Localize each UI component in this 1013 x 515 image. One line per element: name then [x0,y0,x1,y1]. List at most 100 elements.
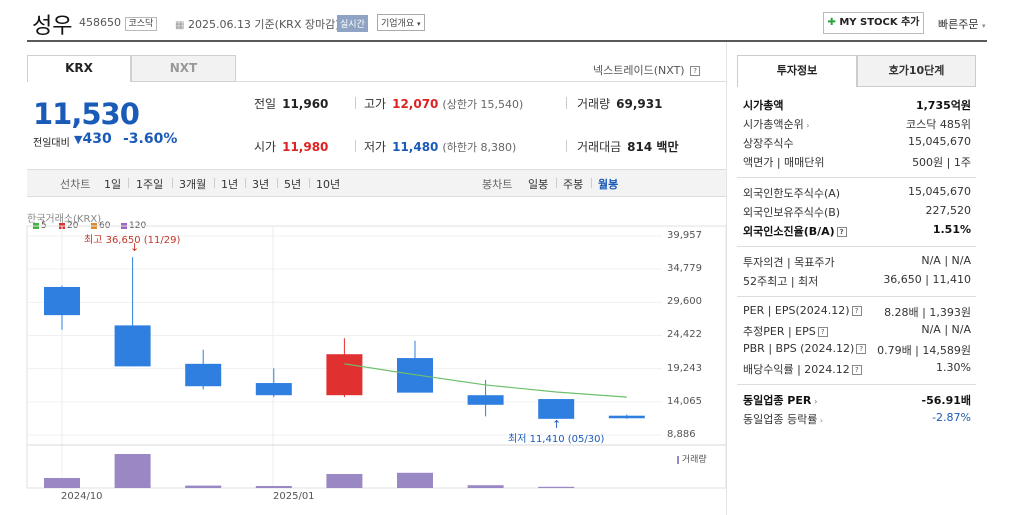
date-label: ▦ 2025.06.13 기준(KRX 장마감) [175,16,340,32]
chevron-down-icon: ▾ [981,22,986,30]
stat-value: 11,980 [282,140,329,154]
panel-divider [737,177,976,178]
info-row: 상장주식수 15,045,670 [743,135,971,153]
stat-low: 저가 11,480 (하한가 8,380) [364,138,516,155]
stat-value: 814 백만 [627,140,679,154]
divider [566,97,567,109]
panel-divider [737,296,976,297]
chart-ma-line [344,363,627,398]
x-label: 2024/10 [61,491,103,502]
info-value: 1.51% [932,223,971,236]
candle-monthly[interactable]: 월봉 [598,178,619,191]
period-5y[interactable]: 5년 [284,178,302,191]
chart-candles [44,257,645,419]
candle-body [44,286,80,316]
y-tick: 24,422 [667,329,702,340]
divider [277,178,278,188]
info-label: 시가총액 [743,99,784,112]
tab-underline [236,81,726,82]
live-badge[interactable]: 실시간 [337,15,368,32]
divider [214,178,215,188]
corp-info-label: 기업개요 [381,19,415,29]
stat-label: 전일 [254,97,277,111]
candle-body [114,325,151,367]
info-row[interactable]: 동일업종 등락률 › -2.87% [743,411,971,429]
chevron-right-icon: › [811,397,818,406]
info-value: -2.87% [932,411,971,424]
candle-weekly[interactable]: 주봉 [563,178,584,191]
panel-divider [737,384,976,385]
stat-high: 고가 12,070 (상한가 15,540) [364,95,523,112]
panel-divider [737,246,976,247]
help-icon[interactable]: ? [817,327,828,337]
period-3y[interactable]: 3년 [252,178,270,191]
nextrade-link[interactable]: 넥스트레이드(NXT) ? [593,62,701,78]
tab-nxt[interactable]: NXT [131,55,236,82]
period-1d[interactable]: 1일 [104,178,122,191]
divider [172,178,173,188]
max-annotation: 최고 36,650 (11/29) [84,235,181,246]
quick-order-label: 빠른주문 [938,18,979,31]
price-chart[interactable] [0,0,740,515]
volume-bar [538,486,575,488]
candle-chart-label[interactable]: 봉차트 [482,178,513,191]
divider [309,178,310,188]
volume-bar [185,485,222,488]
quick-order-button[interactable]: 빠른주문 ▾ [938,16,986,32]
info-row: 외국인한도주식수(A) 15,045,670 [743,185,971,203]
stat-sub: (상한가 15,540) [442,98,524,111]
candle-daily[interactable]: 일봉 [528,178,549,191]
period-3m[interactable]: 3개월 [179,178,207,191]
stat-label: 거래대금 [577,140,622,154]
info-row: 투자의견 | 목표주가 N/A | N/A [743,254,971,272]
help-icon[interactable]: ? [851,365,862,375]
date-text: 2025.06.13 기준(KRX 장마감) [187,18,340,31]
line-chart-label[interactable]: 선차트 [60,178,91,191]
stat-value: 11,480 [392,140,439,154]
stock-name: 성우 [32,14,73,39]
info-value: -56.91배 [921,394,971,407]
mystock-label: MY STOCK 추가 [839,17,920,28]
tab-invest-info[interactable]: 투자정보 [737,55,857,87]
tab-orderbook-10[interactable]: 호가10단계 [857,55,976,87]
period-1w[interactable]: 1주일 [136,178,164,191]
change-percent: -3.60% [123,131,178,147]
info-label: 추정PER | EPS? [743,323,828,339]
volume-bar [467,485,504,488]
stat-prev-close: 전일 11,960 [254,95,328,112]
divider [128,178,129,188]
info-value: N/A | N/A [921,323,971,336]
stat-sub: (하한가 8,380) [442,141,517,154]
info-row[interactable]: 시가총액순위 › 코스닥 485위 [743,116,971,134]
help-icon[interactable]: ? [856,344,867,354]
period-1y[interactable]: 1년 [221,178,239,191]
help-icon[interactable]: ? [836,227,847,237]
candle-body [538,399,575,419]
arrow-up-icon: ↑ [552,418,562,431]
candle-body [326,354,363,396]
y-tick: 29,600 [667,296,702,307]
info-value: 36,650 | 11,410 [883,273,971,286]
divider [566,140,567,152]
volume-label: 거래량 [677,452,707,465]
tab-krx[interactable]: KRX [27,55,131,82]
arrow-down-icon: ↓ [130,241,140,254]
period-10y[interactable]: 10년 [316,178,341,191]
header-divider [27,40,987,42]
change-amount: 430 [82,131,112,147]
info-label: 상장주식수 [743,137,794,150]
info-label: 시가총액순위 › [743,118,810,131]
info-value: 1,735억원 [915,99,971,112]
help-icon[interactable]: ? [851,306,862,316]
chart-source: 한국거래소(KRX) [27,214,102,225]
stock-code: 458650 코스닥 [79,16,158,31]
corp-info-dropdown[interactable]: 기업개요 ▾ [377,14,425,31]
info-value: 0.79배 | 14,589원 [877,344,971,357]
info-label: PBR | BPS (2024.12)? [743,342,867,355]
y-tick: 14,065 [667,396,702,407]
help-icon[interactable]: ? [690,66,701,76]
info-row: 시가총액 1,735억원 [743,97,971,115]
info-row: 외국인보유주식수(B) 227,520 [743,204,971,222]
mystock-add-button[interactable]: ✚ MY STOCK 추가 [823,12,924,34]
info-row[interactable]: 동일업종 PER › -56.91배 [743,392,971,410]
